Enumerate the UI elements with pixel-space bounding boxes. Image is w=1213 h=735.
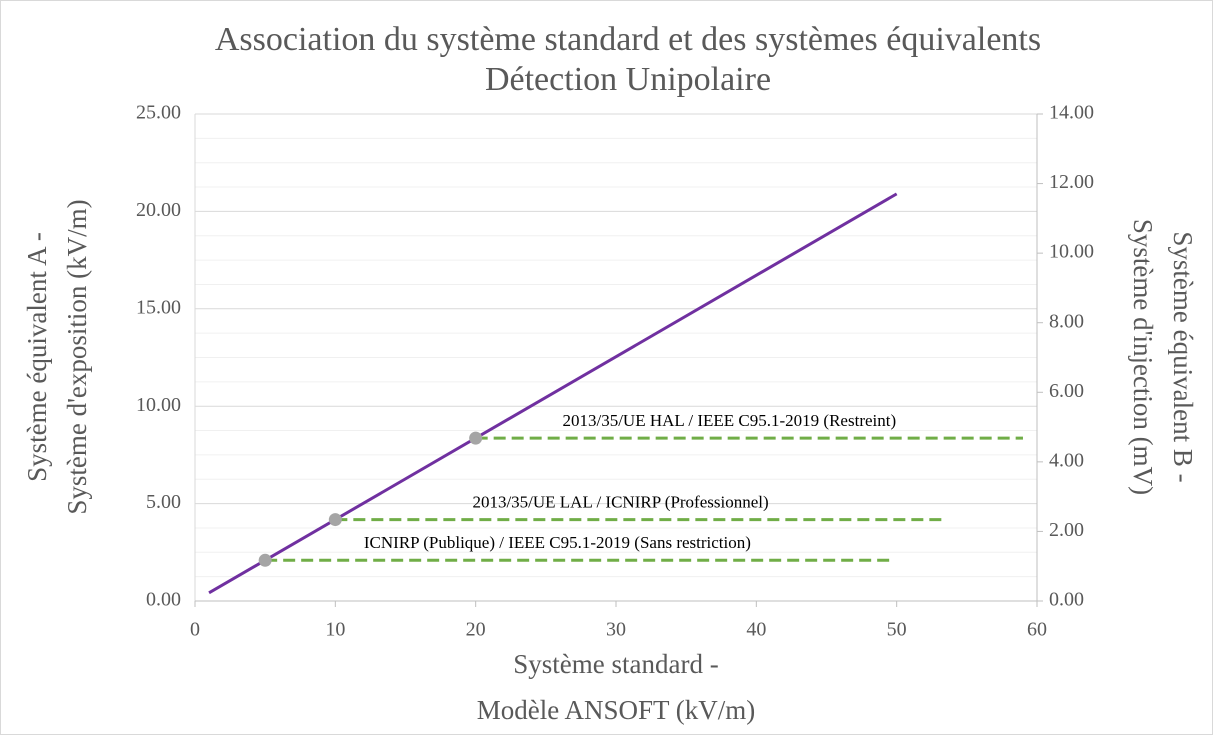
x-tick-label: 60 xyxy=(1027,619,1047,641)
y2-tick-label: 4.00 xyxy=(1049,449,1084,471)
data-point xyxy=(469,431,483,445)
x-tick-label: 10 xyxy=(325,619,345,641)
y2-axis-title: Système équivalent B - xyxy=(1168,231,1198,482)
y-tick-label: 0.00 xyxy=(146,589,181,611)
y-tick-label: 5.00 xyxy=(146,491,181,513)
x-tick-label: 20 xyxy=(466,619,486,641)
x-tick-label: 50 xyxy=(887,619,907,641)
y2-tick-label: 0.00 xyxy=(1049,589,1084,611)
x-tick-label: 30 xyxy=(606,619,626,641)
x-axis-title: Système standard - xyxy=(513,649,718,679)
annotation: 2013/35/UE LAL / ICNIRP (Professionnel) xyxy=(472,492,768,511)
y-tick-label: 25.00 xyxy=(136,102,181,124)
x-axis-title: Modèle ANSOFT (kV/m) xyxy=(477,695,756,725)
y2-tick-label: 2.00 xyxy=(1049,519,1084,541)
y-axis-title: Système d'exposition (kV/m) xyxy=(62,199,92,514)
data-point xyxy=(258,553,272,567)
chart-title: Association du système standard et des s… xyxy=(215,21,1041,58)
y-axis-title: Système équivalent A - xyxy=(22,232,52,482)
x-tick-label: 40 xyxy=(746,619,766,641)
x-tick-label: 0 xyxy=(190,619,200,641)
y-tick-label: 10.00 xyxy=(136,394,181,416)
y2-tick-label: 10.00 xyxy=(1049,241,1094,263)
annotation: ICNIRP (Publique) / IEEE C95.1-2019 (San… xyxy=(364,533,751,552)
data-line xyxy=(208,192,898,595)
y2-tick-label: 8.00 xyxy=(1049,310,1084,332)
annotation: 2013/35/UE HAL / IEEE C95.1-2019 (Restre… xyxy=(562,411,896,430)
y-tick-label: 15.00 xyxy=(136,296,181,318)
y2-tick-label: 14.00 xyxy=(1049,102,1094,124)
chart-title: Détection Unipolaire xyxy=(485,61,771,98)
data-point xyxy=(328,513,342,527)
y2-tick-label: 12.00 xyxy=(1049,171,1094,193)
y2-tick-label: 6.00 xyxy=(1049,380,1084,402)
y-tick-label: 20.00 xyxy=(136,199,181,221)
y2-axis-title: Système d'injection (mV) xyxy=(1128,219,1158,495)
